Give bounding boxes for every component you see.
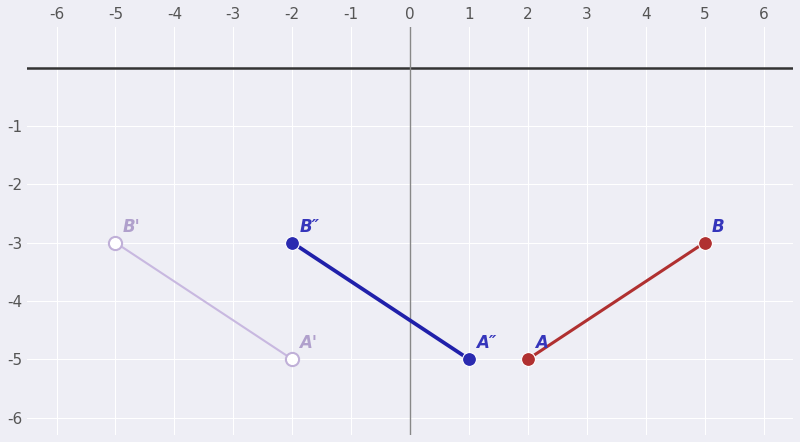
- Point: [462, 356, 475, 363]
- Point: [522, 356, 534, 363]
- Text: A: A: [535, 334, 548, 352]
- Point: [109, 239, 122, 246]
- Point: [286, 239, 298, 246]
- Point: [698, 239, 711, 246]
- Text: B″: B″: [299, 217, 319, 236]
- Point: [286, 356, 298, 363]
- Text: A″: A″: [476, 334, 496, 352]
- Text: B: B: [712, 217, 724, 236]
- Text: A': A': [299, 334, 318, 352]
- Text: B': B': [122, 217, 140, 236]
